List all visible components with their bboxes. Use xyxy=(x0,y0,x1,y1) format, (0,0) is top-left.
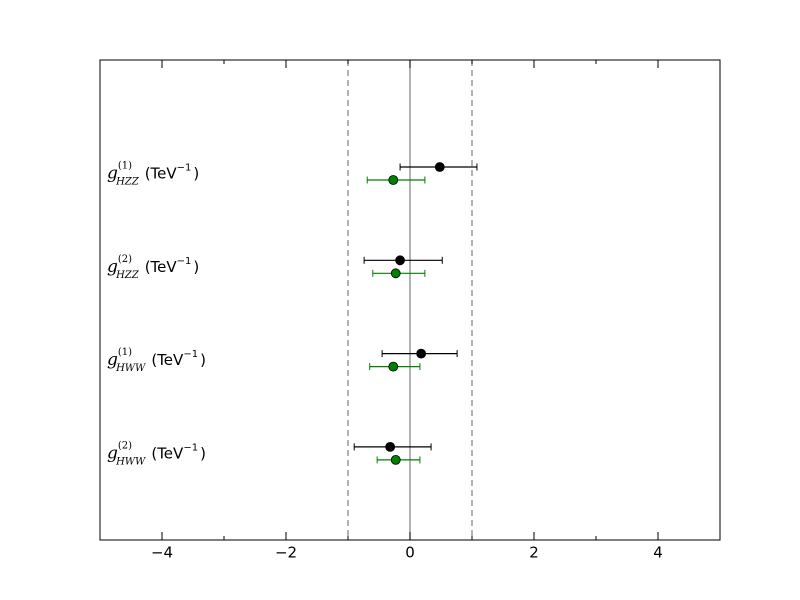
label-sub: HZZ xyxy=(115,269,140,280)
category-label: g(1) HZZ (TeV−1) xyxy=(107,160,199,187)
label-sup: (2) xyxy=(118,440,132,451)
point xyxy=(390,454,401,465)
point xyxy=(395,255,405,266)
label-sub: HZZ xyxy=(115,176,140,187)
category-label: g(2) HWW (TeV−1) xyxy=(107,440,206,467)
category-label: g(1) HWW (TeV−1) xyxy=(107,347,206,374)
label-unit: (TeV xyxy=(145,164,178,182)
point xyxy=(385,441,396,452)
label-close: ) xyxy=(200,351,206,369)
label-unit-exp: −1 xyxy=(183,349,198,360)
label-unit: (TeV xyxy=(145,257,178,275)
point xyxy=(434,162,445,172)
label-sub: HWW xyxy=(115,456,146,467)
label-close: ) xyxy=(193,164,199,182)
label-unit: (TeV xyxy=(151,351,184,369)
point xyxy=(388,175,399,185)
point xyxy=(388,361,399,372)
x-tick-label: −2 xyxy=(275,544,297,562)
label-close: ) xyxy=(200,444,206,462)
label-unit: (TeV xyxy=(151,444,184,462)
x-tick-label: 4 xyxy=(653,544,663,562)
label-unit-exp: −1 xyxy=(177,256,192,267)
label-sup: (1) xyxy=(118,347,132,358)
label-base: g xyxy=(107,350,118,370)
x-tick-label: −4 xyxy=(151,544,173,562)
label-unit-exp: −1 xyxy=(183,442,198,453)
label-base: g xyxy=(107,163,118,183)
point xyxy=(416,348,427,359)
category-label: g(2) HZZ (TeV−1) xyxy=(107,253,199,280)
label-base: g xyxy=(107,256,118,276)
label-close: ) xyxy=(193,257,199,275)
label-base: g xyxy=(107,443,118,463)
label-sup: (2) xyxy=(118,253,132,264)
x-tick-label: 0 xyxy=(405,544,415,562)
label-unit-exp: −1 xyxy=(177,163,192,174)
plot-layer xyxy=(347,60,478,540)
label-sup: (1) xyxy=(118,160,132,171)
x-tick-label: 2 xyxy=(529,544,539,562)
point xyxy=(390,268,401,279)
label-sub: HWW xyxy=(115,363,146,374)
